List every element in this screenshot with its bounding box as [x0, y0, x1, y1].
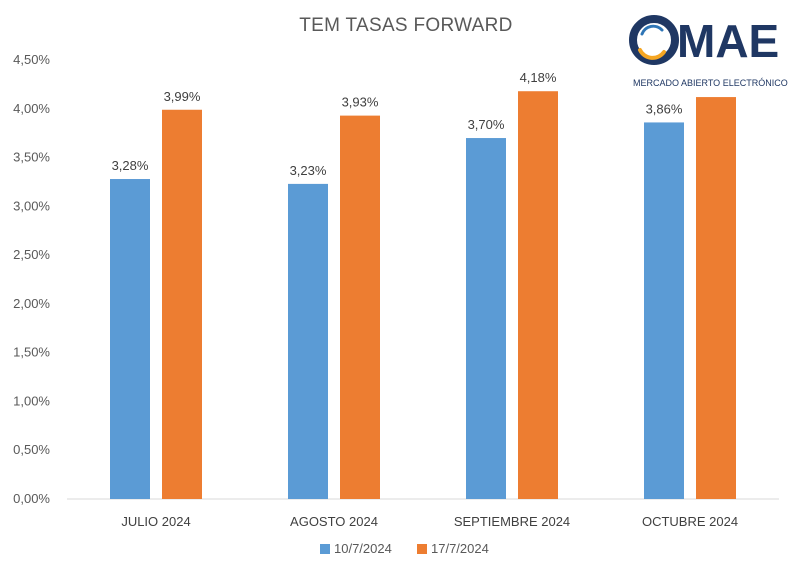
category-labels: JULIO 2024 AGOSTO 2024 SEPTIEMBRE 2024 OCTU…	[121, 514, 738, 529]
y-tick-label: 3,50%	[13, 150, 50, 165]
y-tick-label: 0,00%	[13, 491, 50, 506]
legend: 10/7/2024 17/7/2024	[320, 541, 489, 556]
data-label: 3,93%	[342, 95, 379, 110]
y-axis: 0,00% 0,50% 1,00% 1,50% 2,00% 2,50% 3,00% 3,50%…	[13, 52, 50, 506]
data-label: 3,99%	[164, 89, 201, 104]
y-tick-label: 3,00%	[13, 198, 50, 213]
bar-series1	[110, 179, 150, 500]
mae-logo: MAE MERCADO ABIERTO ELECTRÓNICO	[629, 15, 788, 88]
logo-swirl-icon	[629, 15, 679, 65]
data-label: 3,23%	[290, 163, 327, 178]
y-tick-label: 2,00%	[13, 296, 50, 311]
logo-word: MAE	[677, 15, 779, 67]
category-label: JULIO 2024	[121, 514, 190, 529]
logo-subtitle: MERCADO ABIERTO ELECTRÓNICO	[633, 78, 788, 88]
bar-series2	[696, 97, 736, 500]
data-label: 3,70%	[468, 117, 505, 132]
data-label: 4,18%	[520, 70, 557, 85]
chart-title: TEM TASAS FORWARD	[299, 15, 512, 36]
legend-swatch	[417, 544, 427, 554]
y-tick-label: 1,50%	[13, 345, 50, 360]
y-tick-label: 1,00%	[13, 393, 50, 408]
y-tick-label: 4,50%	[13, 52, 50, 67]
category-label: AGOSTO 2024	[290, 514, 378, 529]
category-label: SEPTIEMBRE 2024	[454, 514, 570, 529]
category-label: OCTUBRE 2024	[642, 514, 738, 529]
bar-series2	[162, 109, 202, 500]
y-tick-label: 0,50%	[13, 442, 50, 457]
bar-series1	[466, 138, 506, 500]
data-label: 3,28%	[112, 158, 149, 173]
data-label: 3,86%	[646, 101, 683, 116]
y-tick-label: 4,00%	[13, 101, 50, 116]
y-tick-label: 2,50%	[13, 247, 50, 262]
bar-series2	[340, 115, 380, 500]
legend-swatch	[320, 544, 330, 554]
legend-label: 17/7/2024	[431, 541, 489, 556]
bar-series1	[644, 122, 684, 500]
bar-series2	[518, 91, 558, 500]
bar-series1	[288, 183, 328, 499]
bars: 3,28% 3,99% 3,23% 3,93% 3,70% 4,18% 3,86%	[110, 70, 736, 500]
legend-label: 10/7/2024	[334, 541, 392, 556]
